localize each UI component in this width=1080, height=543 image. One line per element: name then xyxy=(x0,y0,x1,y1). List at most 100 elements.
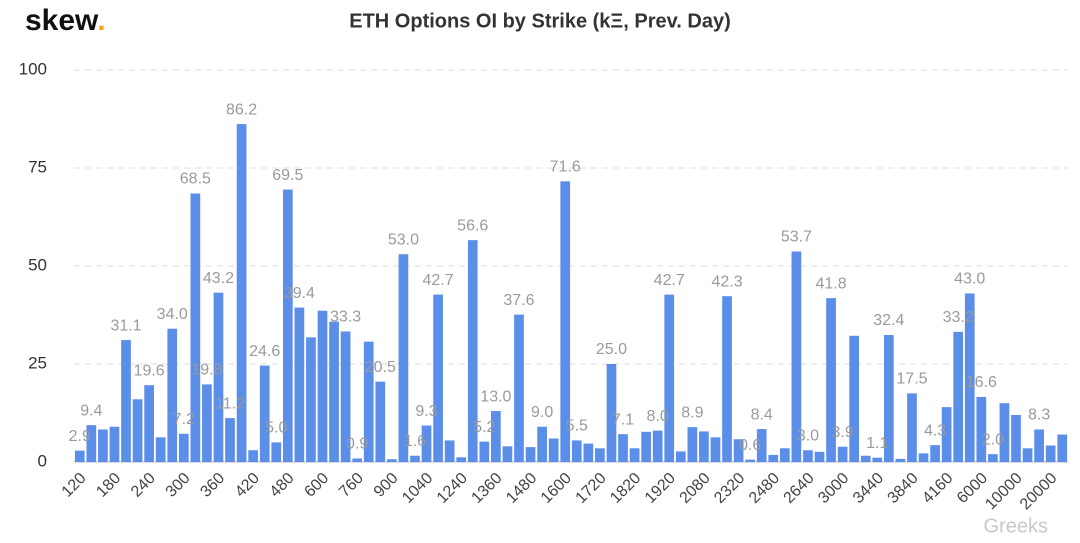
x-tick-label: 760 xyxy=(336,470,367,501)
value-label: 7.1 xyxy=(612,411,634,428)
value-label: 11.2 xyxy=(215,395,245,412)
bar xyxy=(363,341,374,462)
bar xyxy=(699,431,709,462)
value-label: 33.2 xyxy=(943,309,974,326)
value-label: 8.4 xyxy=(751,406,773,423)
bar xyxy=(225,418,235,462)
bar xyxy=(918,453,929,462)
bar xyxy=(687,427,698,462)
y-tick-label: 50 xyxy=(28,255,47,274)
bar xyxy=(306,337,316,462)
bar xyxy=(895,458,906,462)
bar xyxy=(514,314,524,462)
bar xyxy=(433,294,443,462)
bar xyxy=(988,454,998,462)
bar xyxy=(121,340,131,462)
bar xyxy=(537,426,547,462)
value-label: 1.1 xyxy=(866,435,888,452)
value-label: 3.0 xyxy=(797,427,819,444)
x-tick-label: 20000 xyxy=(1017,470,1061,514)
value-label: 20.5 xyxy=(365,359,396,376)
value-label: 25.0 xyxy=(596,341,627,358)
bar xyxy=(837,446,848,462)
bar xyxy=(606,364,617,462)
value-label: 32.4 xyxy=(873,312,904,329)
y-tick-label: 100 xyxy=(19,59,47,78)
bar xyxy=(98,429,108,462)
bar xyxy=(1045,445,1056,462)
value-label: 43.0 xyxy=(954,271,985,288)
value-label: 42.3 xyxy=(711,273,742,290)
x-tick-label: 1600 xyxy=(538,470,575,507)
bar xyxy=(733,439,744,462)
value-label: 34.0 xyxy=(157,306,188,323)
x-tick-label: 2480 xyxy=(746,470,783,507)
x-tick-label: 180 xyxy=(93,470,124,501)
value-label: 2.9 xyxy=(69,428,91,445)
bar xyxy=(722,296,732,462)
value-label: 5.0 xyxy=(265,420,287,437)
bar xyxy=(167,328,178,462)
x-tick-label: 240 xyxy=(128,470,159,501)
bar xyxy=(930,445,940,462)
value-label: 68.5 xyxy=(180,171,211,188)
x-tick-label: 420 xyxy=(232,470,263,501)
bar xyxy=(1022,448,1033,462)
value-label: 8.0 xyxy=(647,408,669,425)
value-label: 4.3 xyxy=(924,422,946,439)
value-label: 5.2 xyxy=(473,419,495,436)
bar xyxy=(248,450,259,462)
bar xyxy=(745,459,756,462)
x-tick-label: 1360 xyxy=(468,470,505,507)
bar xyxy=(1011,414,1021,462)
x-tick-label: 2320 xyxy=(711,470,748,507)
bar xyxy=(953,331,964,462)
value-label: 41.8 xyxy=(815,275,846,292)
bar xyxy=(467,240,478,462)
value-label: 43.2 xyxy=(203,270,234,287)
x-tick-label: 2640 xyxy=(781,470,818,507)
bar xyxy=(202,384,212,462)
value-label: 24.6 xyxy=(249,343,280,360)
bar xyxy=(883,334,894,462)
bar xyxy=(294,307,305,462)
bar xyxy=(317,310,328,462)
x-tick-label: 1040 xyxy=(399,470,436,507)
value-label: 0.9 xyxy=(346,436,368,453)
value-label: 13.0 xyxy=(480,388,511,405)
bar xyxy=(329,321,339,462)
y-tick-label: 0 xyxy=(38,451,47,470)
bar xyxy=(999,403,1010,462)
bar xyxy=(456,457,467,462)
x-tick-label: 1240 xyxy=(434,470,471,507)
y-tick-label: 75 xyxy=(28,157,47,176)
value-label: 56.6 xyxy=(457,217,488,234)
bar xyxy=(132,399,143,462)
brand-dot: . xyxy=(97,4,105,37)
value-label: 3.9 xyxy=(831,424,853,441)
bar xyxy=(860,455,871,462)
value-label: 33.3 xyxy=(330,309,361,326)
value-label: 53.0 xyxy=(388,231,419,248)
value-label: 9.4 xyxy=(80,402,102,419)
bar xyxy=(398,254,409,462)
bar xyxy=(907,393,917,462)
x-tick-label: 1720 xyxy=(573,470,610,507)
bar xyxy=(352,458,363,462)
bar xyxy=(629,448,640,462)
value-label: 69.5 xyxy=(272,167,303,184)
bar xyxy=(213,292,224,462)
x-tick-label: 3840 xyxy=(885,470,922,507)
value-label: 1.6 xyxy=(404,433,426,450)
bar xyxy=(849,335,860,462)
x-tick-label: 900 xyxy=(371,470,402,501)
bar xyxy=(144,385,154,462)
bar xyxy=(525,447,536,462)
value-label: 7.2 xyxy=(173,411,195,428)
bar xyxy=(583,443,594,462)
x-tick-label: 300 xyxy=(163,470,194,501)
bar xyxy=(976,396,987,462)
value-label: 0.6 xyxy=(739,437,761,454)
bar xyxy=(872,457,883,462)
bar xyxy=(86,425,97,462)
